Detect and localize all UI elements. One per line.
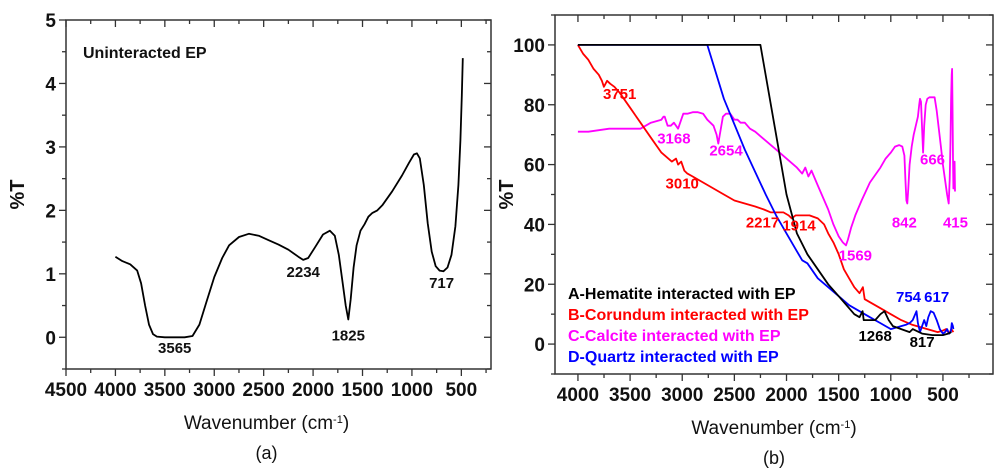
y-tick-label: 4 [45, 74, 56, 95]
panel-b-x-ticks: 4000 3500 3000 2500 2000 1500 1000 500 [557, 15, 970, 406]
x-tick-label: 500 [445, 380, 477, 401]
peak-label-calcite: 1569 [839, 247, 872, 264]
peak-label: 3751 [603, 86, 636, 103]
x-tick-label: 1000 [870, 385, 912, 406]
panel-b-y-ticks: 0 20 40 60 80 100 [513, 14, 993, 375]
x-tick-label: 2500 [243, 380, 285, 401]
peak-label: 1914 [782, 217, 816, 234]
legend-entry: A-Hematite interacted with EP [568, 286, 796, 303]
y-tick-label: 5 [45, 11, 56, 32]
panel-b-series [577, 44, 956, 337]
x-tick-label: 500 [927, 385, 959, 406]
panel-b-label: (b) [763, 448, 785, 468]
y-tick-label: 60 [524, 156, 545, 177]
y-tick-label: 1 [45, 265, 56, 286]
legend-entry: B-Corundum interacted with EP [568, 307, 809, 324]
peak-label: 2234 [287, 264, 321, 281]
x-tick-label: 2000 [765, 385, 807, 406]
x-tick-label: 1500 [341, 380, 383, 401]
x-tick-label: 3000 [193, 380, 235, 401]
x-tick-label: 2000 [292, 380, 334, 401]
panel-a-x-axis-label: Wavenumber (cm-1) [184, 413, 349, 434]
panel-a-x-axis-label-close: ) [343, 413, 349, 434]
panel-a-annotations: 3565 2234 1825 717 [158, 264, 454, 357]
x-tick-label: 3500 [144, 380, 186, 401]
panel-a-chart: 4500 4000 3500 3000 2500 2000 1500 1000 500 0 1 2 3… [7, 11, 492, 463]
peak-label: 3010 [666, 176, 699, 193]
panel-a-label: (a) [256, 443, 278, 463]
panel-b-x-axis-label-close: ) [850, 418, 856, 439]
y-tick-label: 80 [524, 96, 545, 117]
peak-label: 617 [924, 289, 949, 306]
panel-a-x-ticks: 4500 4000 3500 3000 2500 2000 1500 1000 500 [45, 20, 487, 401]
series-line-d-quartz [577, 44, 955, 335]
x-tick-label: 3000 [661, 385, 703, 406]
peak-label: 1268 [858, 328, 891, 345]
peak-label-calcite: 415 [943, 214, 968, 231]
peak-label: 717 [429, 275, 454, 292]
y-tick-label: 0 [534, 335, 545, 356]
peak-label: 3565 [158, 340, 191, 357]
panel-b-annotations: 1268 817 3751 3010 2217 1914 754 617 3168 2654 156… [603, 86, 968, 351]
panel-a-x-axis-label-main: Wavenumber (cm [184, 413, 333, 434]
y-tick-label: 100 [513, 36, 545, 57]
peak-label: 817 [910, 334, 935, 351]
panel-b-y-axis-label: %T [496, 180, 518, 210]
peak-label-calcite: 842 [892, 214, 917, 231]
series-line-b-corundum [577, 44, 955, 335]
legend-entry: C-Calcite interacted with EP [568, 328, 781, 345]
panel-a-inset-title: Uninteracted EP [83, 45, 207, 62]
x-tick-label: 4000 [557, 385, 599, 406]
x-tick-label: 4500 [45, 380, 87, 401]
peak-label-calcite: 666 [920, 152, 945, 169]
x-tick-label: 1500 [818, 385, 860, 406]
y-tick-label: 3 [45, 138, 56, 159]
x-tick-label: 4000 [94, 380, 136, 401]
series-line-a-hematite [577, 44, 952, 337]
x-tick-label: 2500 [713, 385, 755, 406]
panel-a-x-axis-label-sup: -1 [333, 414, 343, 426]
panel-a-y-ticks: 0 1 2 3 4 5 [45, 11, 491, 370]
panel-a-y-axis-label: %T [7, 180, 29, 210]
y-tick-label: 0 [45, 328, 56, 349]
y-tick-label: 2 [45, 201, 56, 222]
x-tick-label: 1000 [391, 380, 433, 401]
peak-label-calcite: 3168 [657, 131, 690, 148]
x-tick-label: 3500 [609, 385, 651, 406]
peak-label: 1825 [332, 327, 365, 344]
panel-b-chart: 4000 3500 3000 2500 2000 1500 1000 500 0 20 40 60 8… [496, 14, 994, 468]
series-line-uninteracted [114, 58, 464, 339]
series-line-c-calcite [577, 68, 956, 247]
panel-a-plot-frame [65, 19, 492, 370]
peak-label-calcite: 2654 [709, 143, 743, 160]
peak-label: 754 [896, 289, 922, 306]
peak-label: 2217 [746, 214, 779, 231]
panel-b-x-axis-label: Wavenumber (cm-1) [691, 418, 856, 439]
y-tick-label: 20 [524, 275, 545, 296]
legend-entry: D-Quartz interacted with EP [568, 349, 779, 366]
panel-b-x-axis-label-sup: -1 [841, 419, 851, 431]
panel-b-x-axis-label-main: Wavenumber (cm [691, 418, 840, 439]
panel-b-legend: A-Hematite interacted with EP B-Corundum … [568, 286, 809, 366]
panel-a-series [114, 58, 464, 339]
y-tick-label: 40 [524, 215, 545, 236]
